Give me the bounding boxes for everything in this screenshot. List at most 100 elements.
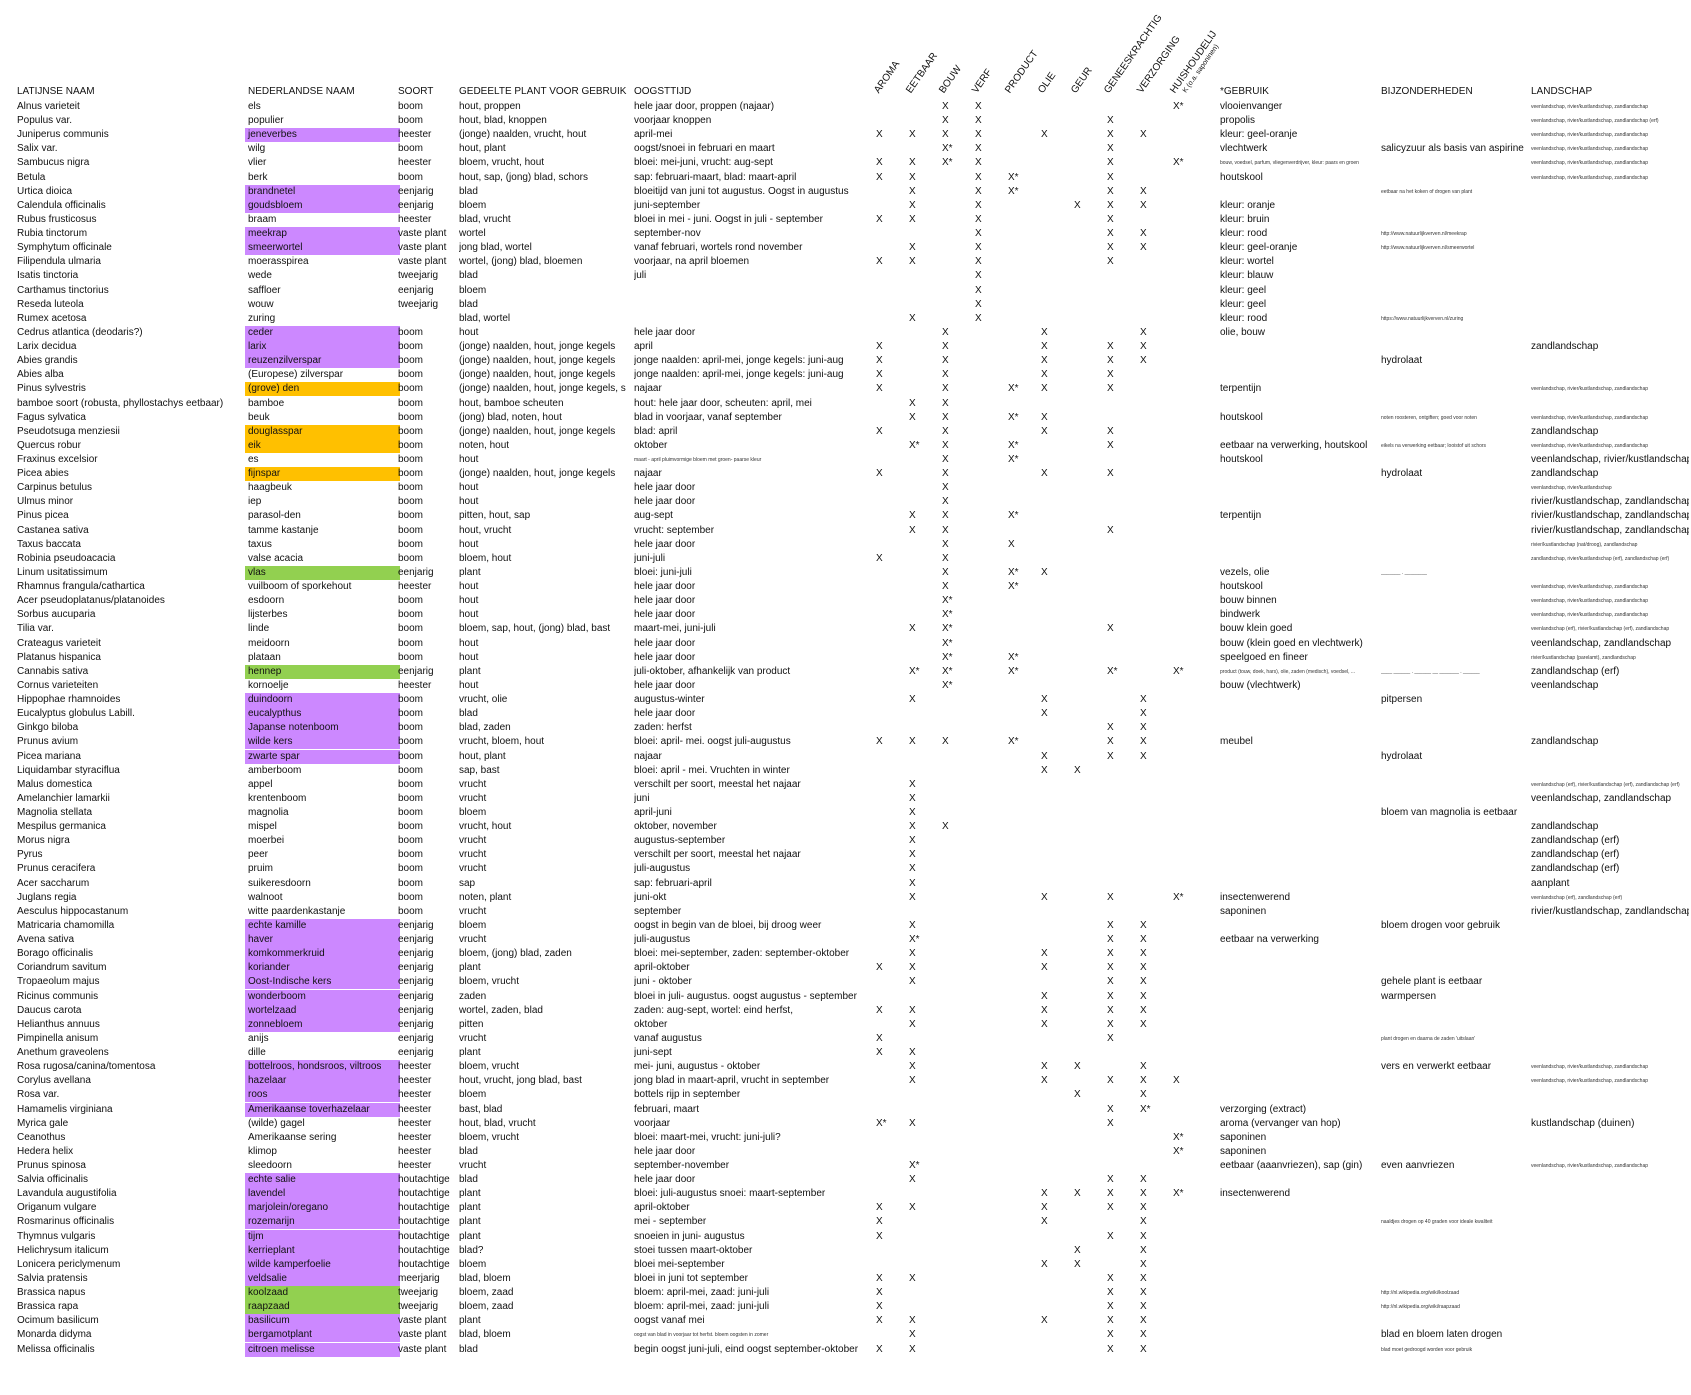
dutch-name-cell: klimop xyxy=(248,1145,277,1157)
latin-name-cell: Crateagus varieteit xyxy=(17,637,101,649)
use-mark-cell: X xyxy=(1140,129,1147,141)
bijzonderheden-cell: vers en verwerkt eetbaar xyxy=(1381,1061,1492,1073)
latin-name-cell: Quercus robur xyxy=(17,439,81,451)
table-row: Ricinus communis wonderboom eenjarig zaden b… xyxy=(0,989,1691,1004)
gebruik-cell xyxy=(1220,1343,1378,1357)
bijzonderheden-cell xyxy=(1381,1258,1529,1272)
harvest-cell: oogst vanaf mei xyxy=(634,1315,705,1327)
use-mark-cell: X xyxy=(876,256,883,268)
bijzonderheden-cell: http://nl.wikipedia.org/wiki/raapzaad xyxy=(1381,1304,1460,1311)
bijzonderheden-cell xyxy=(1381,1272,1529,1286)
dutch-name-cell: witte paardenkastanje xyxy=(248,905,346,917)
bijzonderheden-cell xyxy=(1381,891,1529,905)
plant-part-cell: plant xyxy=(459,1047,481,1059)
use-mark-cell: X xyxy=(1107,1202,1114,1214)
plant-part-cell: hout, plant xyxy=(459,143,506,155)
dutch-name-cell: echte kamille xyxy=(245,918,400,933)
use-mark-cell: X xyxy=(909,694,916,706)
use-mark-cell: X xyxy=(942,129,949,141)
latin-name-cell: Cornus varieteiten xyxy=(17,679,99,691)
plant-part-cell: vrucht xyxy=(459,778,487,790)
plant-part-cell: (jonge) naalden, hout, jonge kegels xyxy=(459,425,616,437)
landschap-cell: zandlandschap xyxy=(1531,736,1599,748)
bijzonderheden-cell: hydrolaat xyxy=(1381,468,1423,480)
kind-cell: vaste plant xyxy=(398,242,447,254)
plant-part-cell: bloem, (jong) blad, zaden xyxy=(459,948,572,960)
landschap-cell xyxy=(1531,750,1689,764)
table-row: Pyrus peer boom vrucht verschilt per soort, … xyxy=(0,848,1691,862)
landschap-cell: veenlandschap, rivier/kustlandschap, zan… xyxy=(1531,174,1649,181)
header-harvest: OOGSTTIJD xyxy=(634,86,692,97)
gebruik-cell: insectenwerend xyxy=(1220,891,1291,903)
bijzonderheden-cell: http://www.natuurlijkverven.nl/smeerwort… xyxy=(1381,245,1475,252)
table-row: Picea abies fijnspar boom (jonge) naalden, … xyxy=(0,467,1691,482)
kind-cell: boom xyxy=(398,101,424,112)
kind-cell: houtachtige xyxy=(398,1174,450,1186)
bijzonderheden-cell: blad moet gedroogd worden voor gebruik xyxy=(1381,1346,1473,1353)
bijzonderheden-cell: eikels na verwerking eetbaar; looistof u… xyxy=(1381,442,1487,449)
dutch-name-cell: berk xyxy=(248,171,268,183)
table-row: Quercus robur eik boom noten, hout oktober X*… xyxy=(0,438,1691,453)
use-mark-cell: X xyxy=(1107,1287,1114,1299)
landschap-cell: veenlandschap, rivier/kustlandschap, zan… xyxy=(1531,146,1649,153)
use-mark-cell: X xyxy=(1140,976,1147,988)
gebruik-cell xyxy=(1220,1328,1378,1342)
bijzonderheden-cell: gehele plant is eetbaar xyxy=(1381,976,1483,988)
table-row: Juniperus communis jeneverbes heester (jong… xyxy=(0,128,1691,143)
kind-cell: meerjarig xyxy=(398,1272,440,1284)
landschap-cell: zandlandschap xyxy=(1531,341,1599,353)
use-mark-cell: X xyxy=(942,397,949,409)
use-mark-cell: X xyxy=(1107,750,1114,762)
table-row: Taxus baccata taxus boom hout hele jaar door… xyxy=(0,538,1691,552)
landschap-cell xyxy=(1531,213,1689,227)
bijzonderheden-cell: salicyzuur als basis van aspirine xyxy=(1381,143,1524,155)
use-mark-cell: X xyxy=(1107,256,1114,268)
gebruik-cell: kleur: geel-oranje xyxy=(1220,242,1298,254)
dutch-name-cell: raapzaad xyxy=(245,1300,400,1315)
dutch-name-cell: wilde kers xyxy=(245,735,400,750)
table-row: Helianthus annuus zonnebloem eenjarig pitte… xyxy=(0,1017,1691,1032)
table-row: Acer pseudoplatanus/platanoides esdoorn bo… xyxy=(0,594,1691,608)
use-mark-cell: X xyxy=(1107,948,1114,960)
plant-part-cell: vrucht xyxy=(459,863,487,875)
table-row: Salvia pratensis veldsalie meerjarig blad, … xyxy=(0,1271,1691,1286)
landschap-cell xyxy=(1531,1215,1689,1229)
landschap-cell: veenlandschap (erf), rivier/kustlandscha… xyxy=(1531,781,1680,788)
landschap-cell xyxy=(1531,975,1689,989)
dutch-name-cell: Amerikaanse sering xyxy=(248,1131,337,1143)
bijzonderheden-cell xyxy=(1381,764,1529,778)
use-mark-cell: X* xyxy=(1173,1131,1184,1143)
table-row: Carthamus tinctorius saffloer eenjarig bloe… xyxy=(0,284,1691,298)
dutch-name-cell: tamme kastanje xyxy=(248,524,319,536)
dutch-name-cell: lijsterbes xyxy=(248,609,288,621)
kind-cell: houtachtige xyxy=(398,1230,450,1242)
use-mark-cell: X xyxy=(876,1047,883,1059)
landschap-cell: veenlandschap, rivier/kustlandschap, zan… xyxy=(1531,1163,1649,1169)
plant-part-cell: hout xyxy=(459,581,479,593)
latin-name-cell: Abies alba xyxy=(17,369,64,381)
harvest-cell: najaar xyxy=(634,750,662,762)
harvest-cell: verschilt per soort, meestal het najaar xyxy=(634,849,801,861)
header-gebruik: *GEBRUIK xyxy=(1220,86,1269,97)
bijzonderheden-cell xyxy=(1381,397,1529,411)
plant-part-cell: hout, bamboe scheuten xyxy=(459,397,564,409)
table-row: Lavandula augustifolia lavendel houtachtig… xyxy=(0,1187,1691,1202)
dutch-name-cell: larix xyxy=(245,340,400,355)
dutch-name-cell: zuring xyxy=(248,312,276,324)
latin-name-cell: Lonicera periclymenum xyxy=(17,1258,121,1270)
table-row: Myrica gale (wilde) gagel heester hout, bla… xyxy=(0,1117,1691,1131)
landschap-cell: veenlandschap, rivier/kustlandschap xyxy=(1531,454,1689,465)
use-mark-cell: X xyxy=(1107,1343,1114,1355)
latin-name-cell: Abies grandis xyxy=(17,355,78,367)
kind-cell: houtachtige xyxy=(398,1258,450,1270)
use-mark-cell: X xyxy=(1041,1202,1048,1214)
latin-name-cell: Juniperus communis xyxy=(17,129,109,141)
use-mark-cell: X xyxy=(1107,1329,1114,1341)
use-mark-cell: X* xyxy=(1008,439,1019,451)
landschap-cell: zandlandschap (erf) xyxy=(1531,835,1620,847)
table-row: Magnolia stellata magnolia boom bloem april-… xyxy=(0,806,1691,820)
dutch-name-cell: smeerwortel xyxy=(245,241,400,256)
bijzonderheden-cell: https://www.natuurlijkverven.nl/zuring xyxy=(1381,315,1464,322)
latin-name-cell: Prunus spinosa xyxy=(17,1160,86,1171)
dutch-name-cell: els xyxy=(248,101,261,112)
